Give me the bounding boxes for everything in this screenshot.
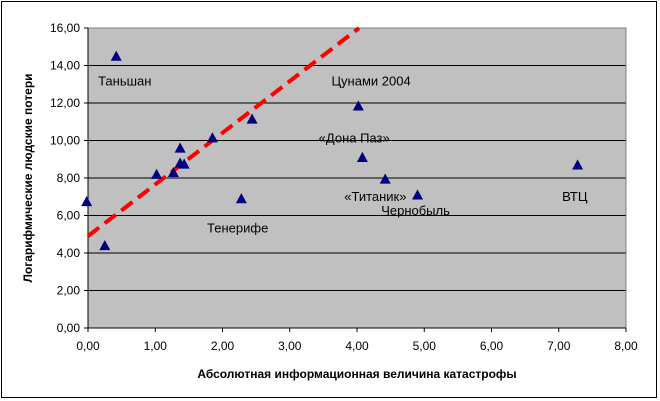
data-point <box>412 189 424 200</box>
y-axis-title: Логарифмические людские потери <box>21 73 35 282</box>
y-tick-label: 2,00 <box>57 284 81 298</box>
point-annotation: Цунами 2004 <box>331 74 410 89</box>
data-point <box>99 240 111 251</box>
y-tick-label: 12,00 <box>50 96 80 110</box>
data-point <box>572 159 584 170</box>
y-tick-label: 6,00 <box>57 209 81 223</box>
point-annotation: Тенерифе <box>207 221 268 236</box>
x-tick-labels: 0,00 1,00 2,00 3,00 4,00 5,00 6,00 7,00 8,00 <box>76 339 638 353</box>
data-point <box>356 151 368 163</box>
x-tick-label: 0,00 <box>76 339 100 353</box>
data-point <box>81 195 93 207</box>
point-annotation: ВТЦ <box>562 189 588 204</box>
trendline <box>86 26 361 238</box>
point-annotation: «Титаник» <box>344 189 406 204</box>
x-tick-label: 3,00 <box>278 339 302 353</box>
data-point <box>178 158 190 169</box>
x-tick-label: 8,00 <box>614 339 638 353</box>
x-tick-label: 4,00 <box>345 339 369 353</box>
point-annotation: «Дона Паз» <box>319 131 390 146</box>
data-point <box>174 142 186 153</box>
y-tick-label: 10,00 <box>50 134 80 148</box>
data-point <box>246 113 258 124</box>
data-point <box>352 100 364 111</box>
y-tick-labels: 0,00 2,00 4,00 6,00 8,00 10,00 12,00 14,00 16,00 <box>50 21 80 335</box>
point-annotation: Таньшан <box>98 74 151 89</box>
data-point <box>151 168 163 179</box>
y-tick-label: 16,00 <box>50 21 80 35</box>
data-point <box>167 166 179 178</box>
point-annotation: Чернобыль <box>381 203 450 218</box>
y-tick-label: 14,00 <box>50 59 80 73</box>
data-point <box>206 132 218 143</box>
x-tick-label: 5,00 <box>413 339 437 353</box>
data-point <box>379 173 391 184</box>
y-tick-label: 8,00 <box>57 171 81 185</box>
data-points <box>81 50 584 251</box>
x-tick-label: 7,00 <box>547 339 571 353</box>
annotations: Таньшан Цунами 2004 «Дона Паз» «Титаник» Тен… <box>98 74 588 236</box>
x-axis-title: Абсолютная информационная величина катас… <box>197 367 516 381</box>
x-tick-label: 1,00 <box>144 339 168 353</box>
axes <box>84 27 627 332</box>
trendline-path <box>86 26 361 238</box>
data-point <box>110 50 122 61</box>
data-point <box>235 193 247 204</box>
y-tick-label: 4,00 <box>57 246 81 260</box>
x-tick-label: 6,00 <box>480 339 504 353</box>
x-tick-label: 2,00 <box>211 339 235 353</box>
y-tick-label: 0,00 <box>57 321 81 335</box>
